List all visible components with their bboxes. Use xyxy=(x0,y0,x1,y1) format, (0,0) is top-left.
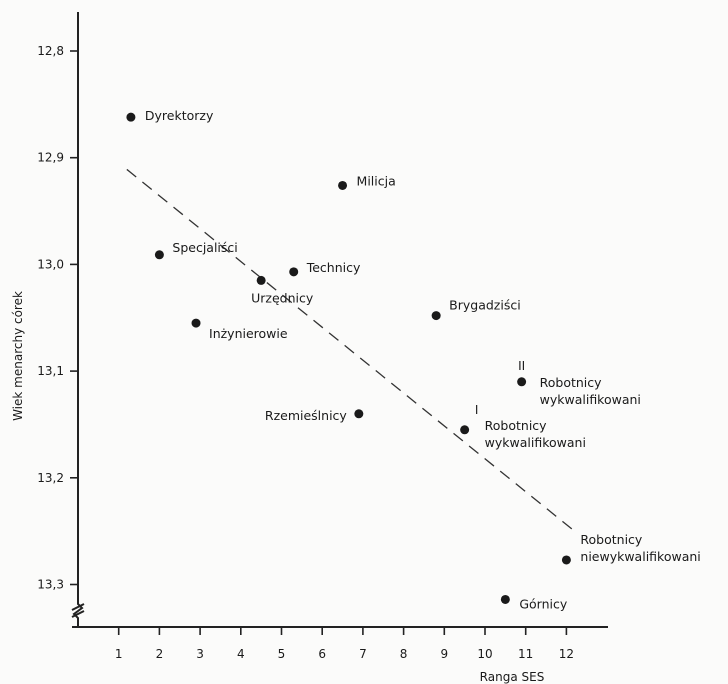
trendline-layer xyxy=(126,168,575,532)
data-point-label: Milicja xyxy=(357,173,396,188)
data-point-label-line: Górnicy xyxy=(519,596,568,611)
data-point-label: Dyrektorzy xyxy=(145,108,214,123)
data-point-label: Specjaliści xyxy=(172,240,237,255)
data-point-label-line: niewykwalifikowani xyxy=(580,549,700,564)
y-tick-label: 13,3 xyxy=(37,578,64,592)
data-point-marker: II xyxy=(518,359,525,373)
y-axis-break-mark xyxy=(71,603,85,618)
y-tick-label: 12,8 xyxy=(37,44,64,58)
x-tick-label: 8 xyxy=(400,647,408,661)
data-point-label-line: Rzemieślnicy xyxy=(265,408,348,423)
data-point-label-line: wykwalifikowani xyxy=(540,392,641,407)
data-point-label-line: Inżynierowie xyxy=(209,326,288,341)
data-point xyxy=(517,377,527,387)
y-tick-label: 13,1 xyxy=(37,364,64,378)
x-tick-label: 6 xyxy=(318,647,326,661)
x-axis-title: Ranga SES xyxy=(480,670,545,684)
data-point-label-line: Robotnicy xyxy=(485,418,548,433)
x-tick-label: 12 xyxy=(559,647,574,661)
data-point-label-line: Robotnicy xyxy=(580,532,643,547)
data-point-label-line: Urzędnicy xyxy=(251,290,314,305)
data-point xyxy=(354,409,364,419)
x-tick-label: 10 xyxy=(477,647,492,661)
data-point xyxy=(561,555,571,565)
data-point-label: Rzemieślnicy xyxy=(265,408,348,423)
data-point-label: Brygadziści xyxy=(449,298,521,313)
x-tick-label: 7 xyxy=(359,647,367,661)
y-axis-line xyxy=(72,12,84,627)
data-point-label: Urzędnicy xyxy=(251,290,314,305)
x-tick-label: 11 xyxy=(518,647,533,661)
data-point xyxy=(338,180,348,190)
data-point xyxy=(460,425,470,435)
points-layer: Dyrektorzy Milicja Specjaliści Technicy Urzę… xyxy=(126,108,701,611)
y-tick-label: 13,2 xyxy=(37,471,64,485)
x-tick-label: 5 xyxy=(278,647,286,661)
data-point-label: Robotnicy wykwalifikowani xyxy=(540,375,641,407)
x-tick-label: 1 xyxy=(115,647,123,661)
data-point-label: Robotnicy niewykwalifikowani xyxy=(580,532,700,564)
data-point-label-line: Dyrektorzy xyxy=(145,108,214,123)
data-point-label: Robotnicy wykwalifikowani xyxy=(485,418,586,450)
data-point-label-line: wykwalifikowani xyxy=(485,435,586,450)
data-point-label: Technicy xyxy=(306,260,361,275)
data-point xyxy=(191,318,201,328)
x-tick-label: 3 xyxy=(196,647,204,661)
trend-line xyxy=(126,168,575,532)
data-point-label: Inżynierowie xyxy=(209,326,288,341)
y-tick-label: 13,0 xyxy=(37,257,64,271)
data-point xyxy=(256,275,266,285)
data-point-label-line: Specjaliści xyxy=(172,240,237,255)
x-tick-label: 4 xyxy=(237,647,245,661)
data-point xyxy=(431,311,441,321)
data-point-label-line: Robotnicy xyxy=(540,375,603,390)
y-axis-title: Wiek menarchy córek xyxy=(11,291,25,421)
x-tick-label: 2 xyxy=(156,647,164,661)
data-point xyxy=(289,267,299,277)
data-point xyxy=(126,112,136,122)
y-tick-label: 12,9 xyxy=(37,151,64,165)
data-point-marker: I xyxy=(475,403,479,417)
data-point xyxy=(154,250,164,260)
data-point-label-line: Brygadziści xyxy=(449,298,521,313)
data-point-label-line: Technicy xyxy=(306,260,361,275)
data-point-label-line: Milicja xyxy=(357,173,396,188)
data-point-label: Górnicy xyxy=(519,596,568,611)
data-point xyxy=(500,594,510,604)
x-tick-label: 9 xyxy=(440,647,448,661)
